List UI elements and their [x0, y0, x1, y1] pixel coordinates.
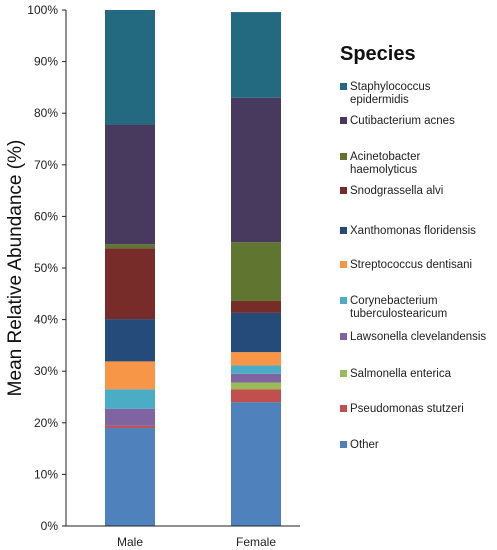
- bar-segment-female-3: [231, 373, 281, 383]
- y-tick-label: 40%: [34, 313, 58, 327]
- bar-segment-male-5: [105, 361, 155, 390]
- bar-segment-female-0: [231, 402, 281, 526]
- bar-segment-male-1: [105, 425, 155, 428]
- legend-label: epidermidis: [350, 94, 409, 106]
- legend-item: Streptococcus dentisani: [340, 259, 472, 271]
- y-tick-label: 30%: [34, 364, 58, 378]
- legend-swatch: [340, 405, 347, 412]
- bar-segment-female-9: [231, 97, 281, 243]
- bar-segment-female-10: [231, 12, 281, 98]
- legend-label: Pseudomonas stutzeri: [350, 403, 464, 415]
- legend-swatch: [340, 227, 347, 234]
- bar-segment-male-7: [105, 248, 155, 320]
- y-tick-label: 50%: [34, 261, 58, 275]
- legend-swatch: [340, 297, 347, 304]
- bar-segment-male-6: [105, 319, 155, 362]
- legend-swatch: [340, 153, 347, 160]
- bar-segment-male-3: [105, 408, 155, 426]
- x-axis: Male Female: [66, 525, 300, 549]
- legend-label: haemolyticus: [350, 164, 417, 176]
- legend-title: Species: [340, 43, 416, 65]
- legend-item: Cutibacterium acnes: [340, 115, 455, 127]
- legend-item: Lawsonella clevelandensis: [340, 331, 486, 343]
- plot-area: [105, 10, 281, 526]
- y-tick-label: 0%: [41, 519, 59, 533]
- bar-segment-female-6: [231, 312, 281, 353]
- legend-swatch: [340, 261, 347, 268]
- legend-item: Salmonella enterica: [340, 368, 452, 380]
- bar-segment-female-4: [231, 365, 281, 374]
- y-tick-label: 80%: [34, 106, 58, 120]
- legend-swatch: [340, 370, 347, 377]
- bar-segment-female-7: [231, 301, 281, 313]
- legend-label: Xanthomonas floridensis: [350, 225, 476, 237]
- bar-segment-male-9: [105, 124, 155, 245]
- legend-swatch: [340, 333, 347, 340]
- legend-label: Streptococcus dentisani: [350, 259, 472, 271]
- legend-label: tuberculostearicum: [350, 308, 447, 320]
- legend-label: Salmonella enterica: [350, 368, 452, 380]
- legend-label: Acinetobacter: [350, 151, 420, 163]
- legend-swatch: [340, 441, 347, 448]
- y-tick-label: 20%: [34, 416, 58, 430]
- legend-swatch: [340, 83, 347, 90]
- legend-label: Snodgrassella alvi: [350, 185, 443, 197]
- bar-segment-female-5: [231, 352, 281, 366]
- bar-segment-male-4: [105, 389, 155, 409]
- legend-item: Other: [340, 439, 379, 451]
- y-tick-label: 10%: [34, 467, 58, 481]
- y-tick-label: 100%: [27, 3, 58, 17]
- y-tick-label: 60%: [34, 209, 58, 223]
- legend-label: Lawsonella clevelandensis: [350, 331, 486, 343]
- y-tick-label: 70%: [34, 158, 58, 172]
- legend-swatch: [340, 187, 347, 194]
- x-tick-label: Male: [117, 535, 143, 549]
- legend-label: Other: [350, 439, 379, 451]
- bar-segment-female-1: [231, 389, 281, 403]
- legend-item: Xanthomonas floridensis: [340, 225, 476, 237]
- legend-item: Pseudomonas stutzeri: [340, 403, 464, 415]
- legend-label: Staphylococcus: [350, 81, 431, 93]
- x-tick-label: Female: [236, 535, 276, 549]
- bar-segment-male-8: [105, 244, 155, 249]
- y-axis: 0% 10% 20% 30% 40% 50% 60% 70% 80% 90% 100%: [27, 3, 67, 533]
- y-tick-label: 90%: [34, 55, 58, 69]
- legend-swatch: [340, 117, 347, 124]
- bar-segment-female-2: [231, 382, 281, 390]
- legend-label: Corynebacterium: [350, 295, 438, 307]
- bar-segment-male-0: [105, 427, 155, 526]
- bar-segment-male-10: [105, 10, 155, 125]
- y-axis-label: Mean Relative Abundance (%): [5, 140, 26, 397]
- legend-item: Snodgrassella alvi: [340, 185, 443, 197]
- bar-segment-female-8: [231, 242, 281, 302]
- legend-label: Cutibacterium acnes: [350, 115, 455, 127]
